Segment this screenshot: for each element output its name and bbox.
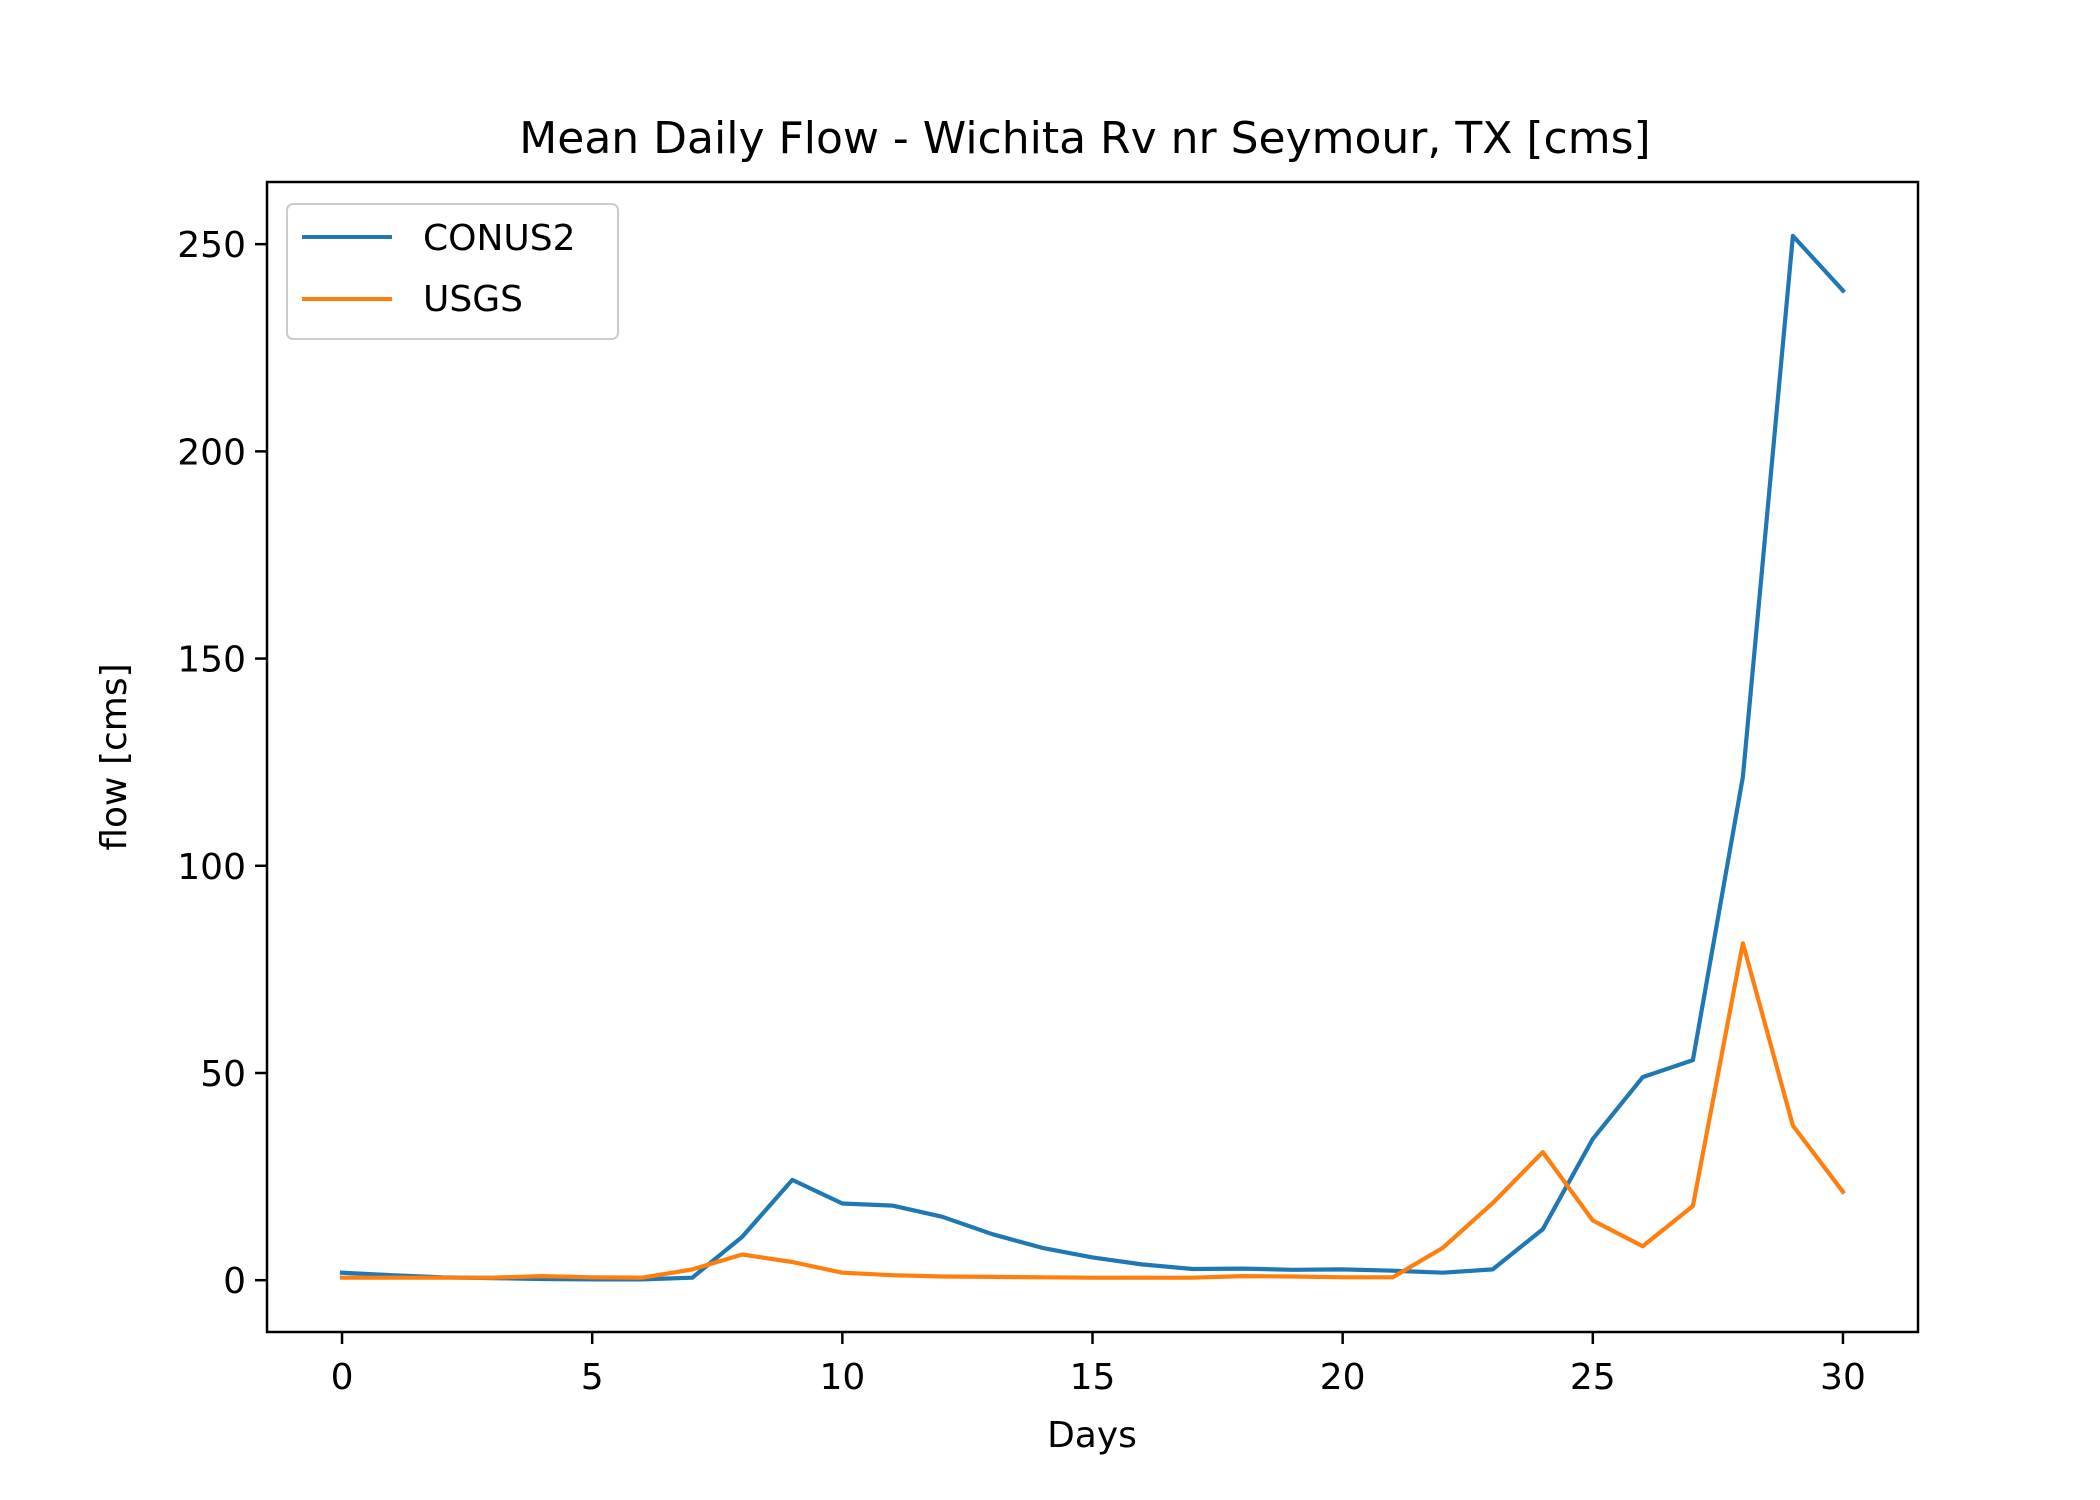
x-tick-label: 15: [1070, 1357, 1116, 1398]
y-tick-label: 200: [177, 432, 246, 473]
plot-frame: [265, 180, 1920, 1334]
y-tick-label: 50: [200, 1054, 246, 1095]
y-tick-label: 100: [177, 847, 246, 888]
legend-label-conus2: CONUS2: [423, 218, 576, 259]
series-line-conus2: [339, 233, 1846, 1282]
x-tick-label: 5: [581, 1357, 604, 1398]
legend: CONUS2 USGS: [286, 203, 619, 340]
x-tick-label: 25: [1570, 1357, 1616, 1398]
series-line-usgs: [339, 941, 1846, 1280]
x-axis-label: Days: [1047, 1415, 1137, 1456]
x-tick-label: 10: [819, 1357, 865, 1398]
x-tick-label: 30: [1820, 1357, 1866, 1398]
chart-title: Mean Daily Flow - Wichita Rv nr Seymour,…: [519, 113, 1650, 164]
y-tick-label: 150: [177, 640, 246, 681]
legend-label-usgs: USGS: [423, 279, 523, 320]
y-tick-label: 0: [223, 1261, 246, 1302]
y-axis-label: flow [cms]: [94, 663, 135, 850]
series-layer: [339, 233, 1846, 1282]
y-tick-label: 250: [177, 225, 246, 266]
x-tick-label: 0: [331, 1357, 354, 1398]
x-axis: 0 5 10 15 20 25 30: [331, 1332, 1866, 1398]
x-tick-label: 20: [1320, 1357, 1366, 1398]
y-axis: 0 50 100 150 200 250: [177, 225, 267, 1302]
